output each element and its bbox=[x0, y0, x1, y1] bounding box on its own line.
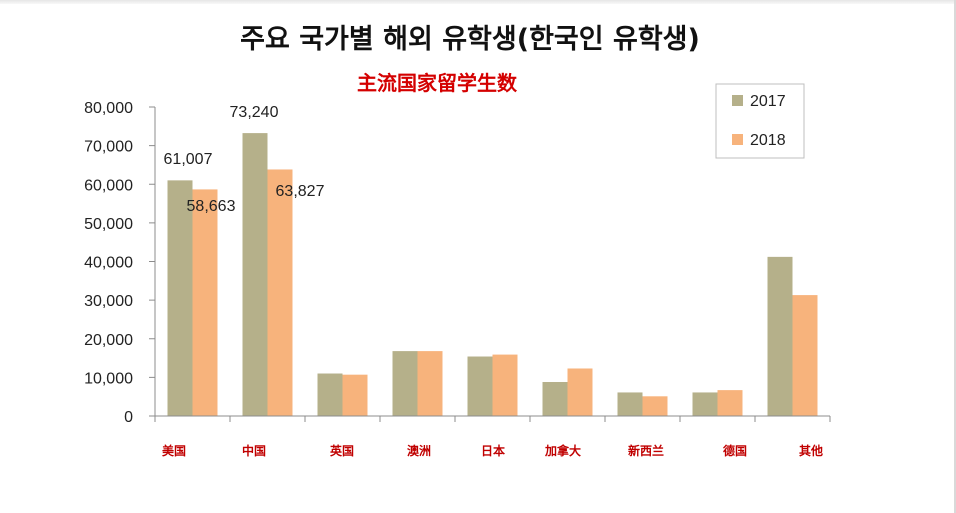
bar-2017-英国 bbox=[317, 373, 343, 416]
y-tick-label: 80,000 bbox=[84, 100, 133, 117]
x-tick-label: 其他 bbox=[799, 443, 823, 458]
bar-2017-澳洲 bbox=[392, 351, 418, 416]
bar-2017-加拿大 bbox=[542, 382, 568, 416]
axes-group bbox=[154, 107, 830, 417]
bar-2018-新西兰 bbox=[642, 396, 668, 416]
y-tick-label: 40,000 bbox=[84, 255, 133, 272]
bar-2018-日本 bbox=[492, 354, 518, 416]
bar-2017-日本 bbox=[467, 356, 493, 416]
bar-2017-其他 bbox=[767, 256, 793, 416]
y-tick-label: 50,000 bbox=[84, 216, 133, 233]
y-tick-label: 20,000 bbox=[84, 332, 133, 349]
bar-2018-加拿大 bbox=[567, 368, 593, 416]
y-tick-label: 30,000 bbox=[84, 293, 133, 310]
legend-label-2017: 2017 bbox=[750, 93, 786, 110]
y-axis-ticks: 0 10,000 20,000 30,000 40,000 50,000 60,000 70,… bbox=[84, 100, 155, 426]
x-tick-label: 德国 bbox=[723, 443, 747, 458]
chart-subtitle: 主流国家留学生数 bbox=[357, 71, 518, 95]
x-tick-label: 美国 bbox=[162, 443, 186, 458]
bar-2017-美国 bbox=[167, 180, 193, 416]
y-tick-label: 60,000 bbox=[84, 177, 133, 194]
bar-2018-美国 bbox=[192, 189, 218, 416]
bar-2017-德国 bbox=[692, 392, 718, 416]
bar-2018-英国 bbox=[342, 374, 368, 416]
data-label-2018-中国: 63,827 bbox=[276, 183, 325, 200]
data-label-2017-美国: 61,007 bbox=[164, 151, 213, 168]
legend-label-2018: 2018 bbox=[750, 132, 786, 149]
bar-2018-其他 bbox=[792, 295, 818, 416]
x-tick-label: 新西兰 bbox=[628, 443, 664, 458]
chart-title: 주요 국가별 해외 유학생(한국인 유학생) bbox=[240, 24, 700, 55]
legend-box bbox=[715, 83, 805, 159]
y-tick-label: 10,000 bbox=[84, 370, 133, 387]
x-tick-label: 加拿大 bbox=[544, 443, 581, 458]
bar-2018-德国 bbox=[717, 390, 743, 416]
data-label-2017-中国: 73,240 bbox=[230, 104, 279, 121]
bar-2018-中国 bbox=[267, 169, 293, 416]
legend-swatch-2018 bbox=[732, 134, 743, 145]
y-tick-label: 70,000 bbox=[84, 139, 133, 156]
right-border bbox=[954, 0, 956, 513]
legend: 2017 2018 bbox=[715, 83, 805, 159]
bar-2017-新西兰 bbox=[617, 392, 643, 416]
x-tick-label: 中国 bbox=[242, 443, 266, 458]
data-labels-group: 61,007 73,240 58,663 63,827 bbox=[164, 104, 325, 215]
bar-2017-中国 bbox=[242, 133, 268, 416]
x-tick-label: 日本 bbox=[481, 443, 505, 458]
top-border bbox=[0, 0, 956, 4]
x-tick-label: 澳洲 bbox=[407, 443, 431, 458]
legend-swatch-2017 bbox=[732, 95, 743, 106]
bars-group bbox=[167, 133, 818, 416]
y-tick-label: 0 bbox=[124, 409, 133, 426]
x-axis-ticks: 美国 中国 英国 澳洲 日本 加拿大 新西兰 德国 其他 bbox=[154, 416, 831, 458]
data-label-2018-美国: 58,663 bbox=[187, 198, 236, 215]
bar-2018-澳洲 bbox=[417, 351, 443, 416]
x-tick-label: 英国 bbox=[330, 443, 354, 458]
